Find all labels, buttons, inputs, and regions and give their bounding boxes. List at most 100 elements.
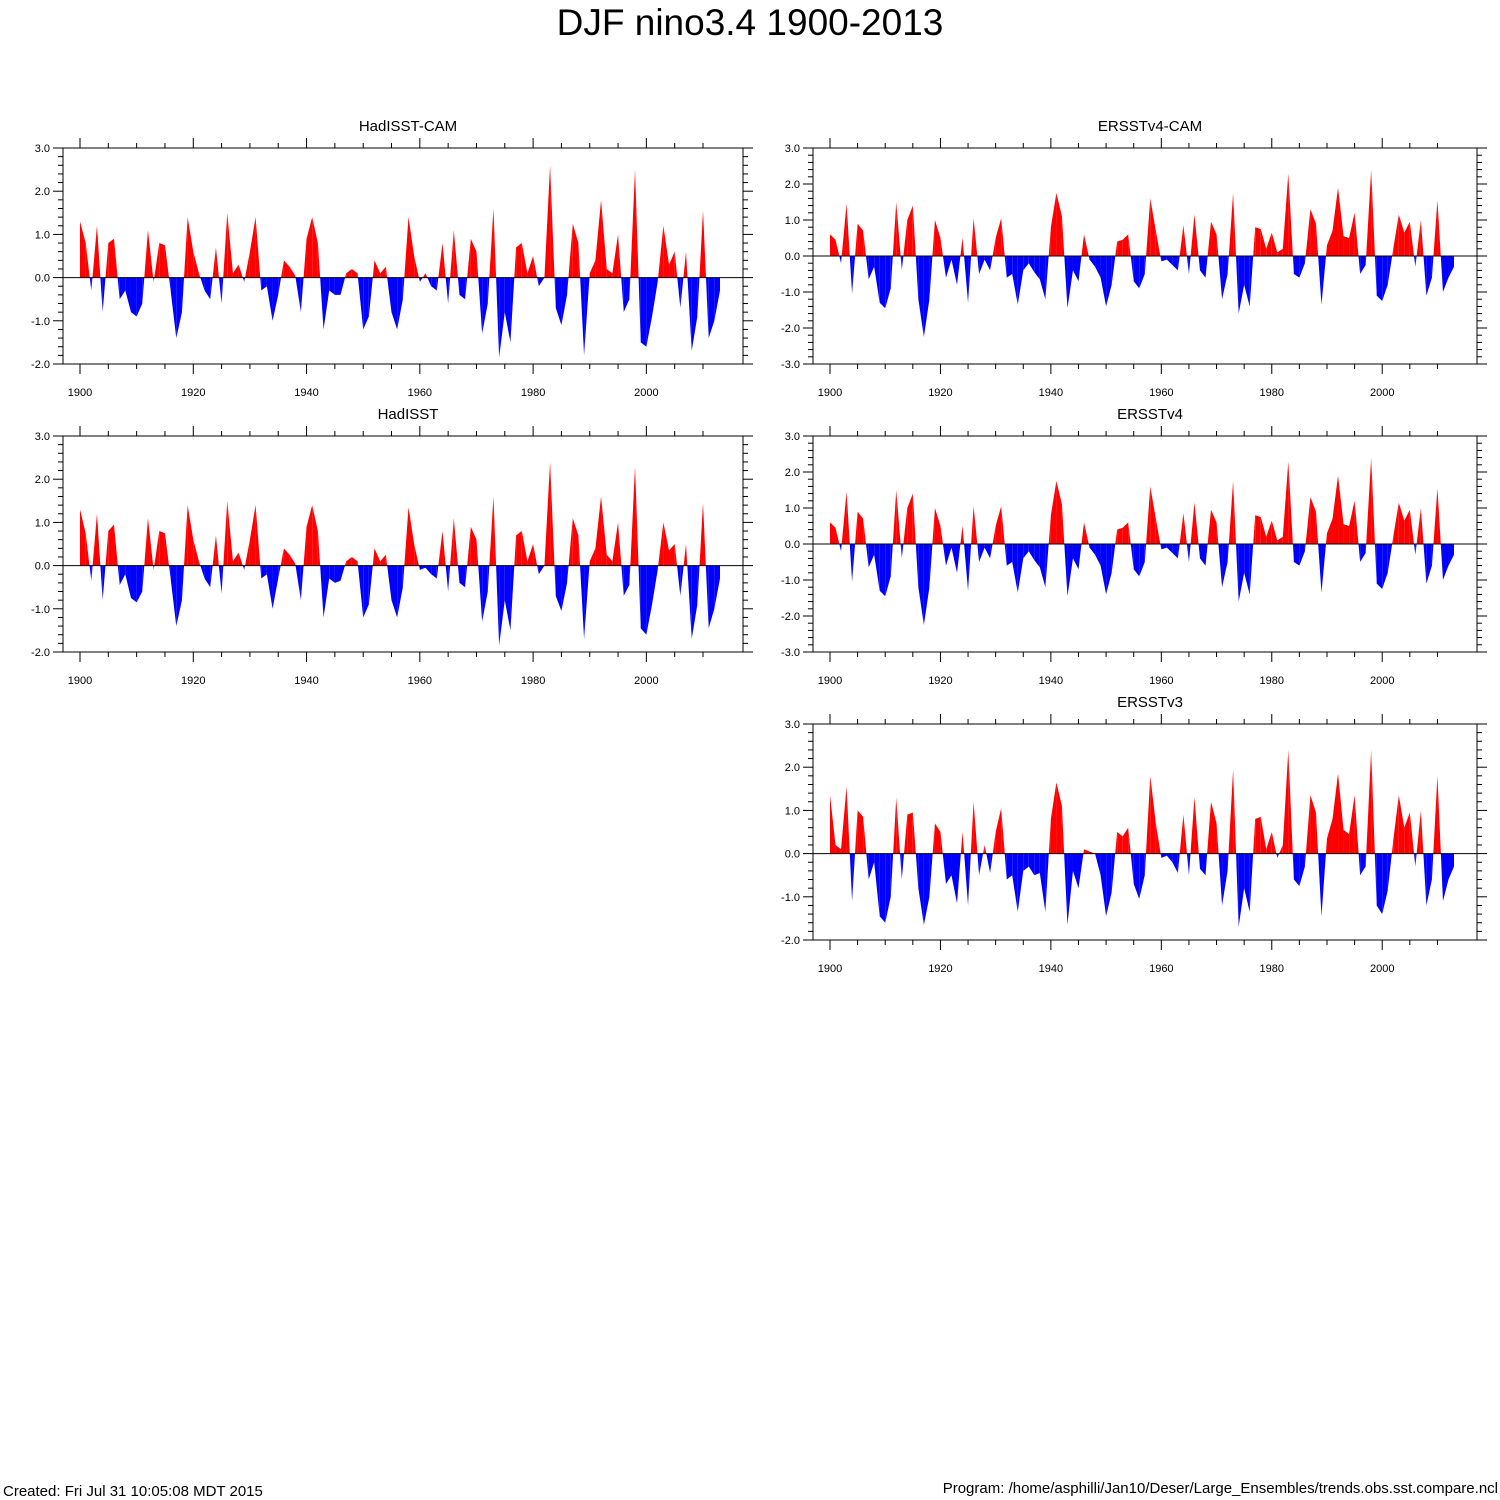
- area-segment-1964-1: [445, 277, 449, 304]
- area-segment-1983-0: [1288, 749, 1293, 854]
- area-segment-1936-0: [1028, 544, 1035, 561]
- area-segment-1938-1: [295, 277, 301, 313]
- area-segment-1964-1: [445, 565, 449, 592]
- plot-frame: [62, 435, 744, 653]
- y-tick-label: 0.0: [785, 849, 800, 861]
- area-segment-1969-0: [1211, 221, 1217, 256]
- area-segment-2009-1: [1433, 200, 1438, 256]
- area-segment-1990-0: [1326, 230, 1333, 256]
- area-segment-1953-0: [1122, 827, 1129, 854]
- area-segment-1918-1: [932, 220, 935, 256]
- area-segment-1926-0: [227, 212, 233, 278]
- y-tick-label: 0.0: [35, 273, 50, 285]
- area-segment-1978-0: [521, 531, 528, 566]
- area-segment-1949-0: [1100, 256, 1107, 307]
- y-tick-label: 2.0: [35, 474, 50, 486]
- area-segment-1954-1: [1130, 853, 1134, 884]
- area-segment-1916-0: [918, 544, 924, 625]
- area-segment-1928-0: [984, 844, 987, 854]
- area-segment-1974-0: [1238, 544, 1245, 602]
- area-segment-1900-0: [830, 795, 836, 854]
- area-segment-1918-1: [184, 217, 188, 278]
- area-segment-1976-1: [1253, 515, 1256, 544]
- area-segment-1915-1: [169, 565, 171, 579]
- area-segment-1913-0: [901, 256, 904, 271]
- area-segment-1987-0: [572, 223, 579, 278]
- area-segment-1941-0: [1056, 481, 1062, 544]
- area-segment-2005-1: [1414, 544, 1416, 555]
- area-segment-1914-0: [159, 243, 165, 278]
- area-segment-1997-1: [1366, 457, 1372, 544]
- area-segment-1931-0: [1001, 808, 1005, 854]
- area-segment-1988-0: [578, 243, 581, 278]
- area-segment-1985-0: [1299, 256, 1305, 278]
- x-tick-label: 1900: [818, 387, 842, 399]
- area-segment-1986-1: [568, 518, 573, 566]
- area-segment-1984-0: [555, 277, 562, 326]
- area-segment-1911-1: [144, 230, 148, 278]
- area-segment-1920-0: [940, 526, 943, 544]
- area-segment-1999-0: [1376, 544, 1383, 589]
- area-segment-1980-0: [533, 544, 538, 566]
- area-segment-1942-0: [317, 243, 321, 278]
- y-tick-label: 2.0: [785, 762, 800, 774]
- area-segment-1955-0: [391, 277, 398, 330]
- area-segment-1904-1: [855, 223, 858, 256]
- area-segment-1934-0: [1017, 853, 1024, 912]
- area-segment-2009-1: [1433, 775, 1438, 854]
- area-segment-1913-1: [154, 243, 160, 278]
- area-segment-1991-0: [1332, 773, 1339, 854]
- area-segment-1970-0: [1216, 522, 1219, 544]
- area-segment-1973-1: [1236, 256, 1239, 314]
- area-segment-1907-0: [119, 565, 126, 586]
- area-segment-1915-0: [912, 812, 916, 854]
- area-segment-1967-0: [1199, 256, 1206, 278]
- area-segment-1910-0: [885, 853, 891, 923]
- area-segment-1930-0: [995, 808, 1002, 854]
- area-segment-1965-0: [448, 565, 451, 592]
- area-segment-1931-1: [1004, 544, 1007, 566]
- area-segment-1915-1: [915, 544, 919, 588]
- area-segment-1949-1: [357, 565, 364, 618]
- area-segment-1996-0: [1360, 256, 1366, 274]
- area-segment-1934-0: [1017, 256, 1024, 305]
- area-segment-1972-0: [1227, 853, 1229, 871]
- area-segment-1978-0: [1260, 816, 1267, 854]
- y-tick-label: -1.0: [781, 892, 800, 904]
- area-segment-1939-0: [300, 277, 304, 313]
- area-segment-1965-1: [1190, 214, 1195, 256]
- area-segment-1953-0: [380, 266, 386, 278]
- area-segment-1967-0: [459, 277, 466, 300]
- area-segment-1959-1: [1160, 544, 1162, 550]
- area-segment-1946-1: [345, 273, 347, 278]
- area-segment-1986-1: [1305, 209, 1311, 256]
- area-segment-2001-1: [1391, 840, 1394, 854]
- area-segment-1965-1: [1190, 797, 1195, 854]
- area-segment-1924-0: [962, 526, 965, 544]
- area-segment-1995-1: [621, 565, 624, 596]
- area-segment-1947-0: [346, 268, 352, 278]
- area-segment-2003-0: [1398, 795, 1405, 854]
- area-segment-2007-0: [686, 544, 688, 566]
- area-segment-1973-0: [493, 496, 497, 566]
- area-segment-2007-1: [687, 277, 692, 352]
- area-segment-2006-1: [683, 544, 687, 566]
- y-tick-label: 1.0: [35, 517, 50, 529]
- area-segment-1929-1: [992, 526, 996, 544]
- area-segment-1913-0: [901, 544, 904, 559]
- area-segment-1902-0: [841, 544, 842, 552]
- area-segment-1945-1: [1081, 234, 1085, 256]
- area-segment-1965-0: [448, 277, 451, 304]
- area-segment-1957-0: [1144, 544, 1147, 562]
- area-segment-1936-0: [283, 548, 290, 566]
- area-segment-1980-1: [1276, 853, 1278, 858]
- area-segment-1958-0: [1150, 775, 1156, 854]
- area-segment-1960-0: [419, 277, 423, 282]
- area-segment-2010-1: [1440, 256, 1443, 292]
- area-segment-2008-0: [691, 277, 698, 352]
- area-segment-1932-0: [1006, 544, 1013, 566]
- area-segment-1917-0: [923, 853, 930, 925]
- area-segment-1924-0: [962, 832, 965, 854]
- area-segment-1913-1: [903, 508, 908, 544]
- area-segment-1924-0: [215, 247, 219, 278]
